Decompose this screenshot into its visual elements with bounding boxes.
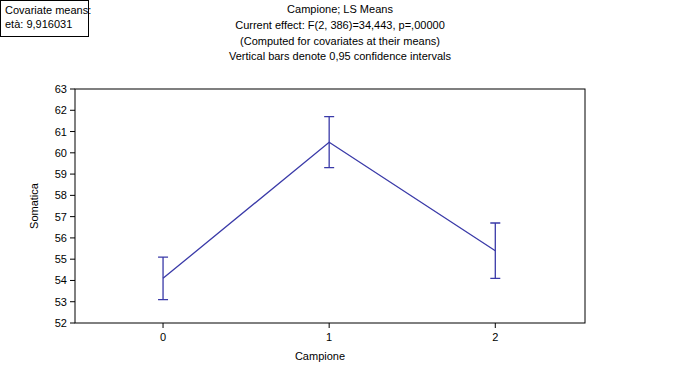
y-tick-label: 58 <box>55 189 67 201</box>
subtitle: Current effect: F(2, 386)=34,443, p=,000… <box>235 19 445 31</box>
y-tick-label: 56 <box>55 232 67 244</box>
y-tick-label: 52 <box>55 317 67 329</box>
y-tick <box>70 174 75 175</box>
y-tick-label: 57 <box>55 211 67 223</box>
y-tick <box>70 280 75 281</box>
annotation: Covariate means: <box>5 4 91 16</box>
y-tick-label: 54 <box>55 274 67 286</box>
y-tick-label: 61 <box>55 126 67 138</box>
y-tick <box>70 216 75 217</box>
y-tick-label: 53 <box>55 296 67 308</box>
y-tick <box>70 323 75 324</box>
y-tick <box>70 259 75 260</box>
y-tick-label: 62 <box>55 104 67 116</box>
y-tick <box>70 131 75 132</box>
x-tick <box>329 323 330 328</box>
y-tick <box>70 237 75 238</box>
y-tick <box>70 152 75 153</box>
y-tick-label: 63 <box>55 83 67 95</box>
x-axis-label: Campione <box>295 350 345 362</box>
y-tick-label: 55 <box>55 253 67 265</box>
y-tick-label: 59 <box>55 168 67 180</box>
title: Campione; LS Means <box>287 3 393 15</box>
x-tick-label: 1 <box>326 331 332 343</box>
error-bar <box>158 257 168 300</box>
x-tick-label: 0 <box>160 331 166 343</box>
x-tick <box>495 323 496 328</box>
y-tick <box>70 110 75 111</box>
subtitle: (Computed for covariates at their means) <box>240 35 440 47</box>
error-bar <box>324 117 334 168</box>
y-tick <box>70 89 75 90</box>
x-tick <box>163 323 164 328</box>
y-tick <box>70 301 75 302</box>
y-tick-label: 60 <box>55 147 67 159</box>
subtitle: Vertical bars denote 0,95 confidence int… <box>229 50 451 62</box>
plot-frame <box>75 89 585 323</box>
plot-area <box>158 117 500 300</box>
background <box>0 0 680 365</box>
error-bar <box>490 223 500 278</box>
y-axis-label: Somatica <box>28 182 40 229</box>
x-tick-label: 2 <box>492 331 498 343</box>
annotation: età: 9,916031 <box>5 18 72 30</box>
y-tick <box>70 195 75 196</box>
